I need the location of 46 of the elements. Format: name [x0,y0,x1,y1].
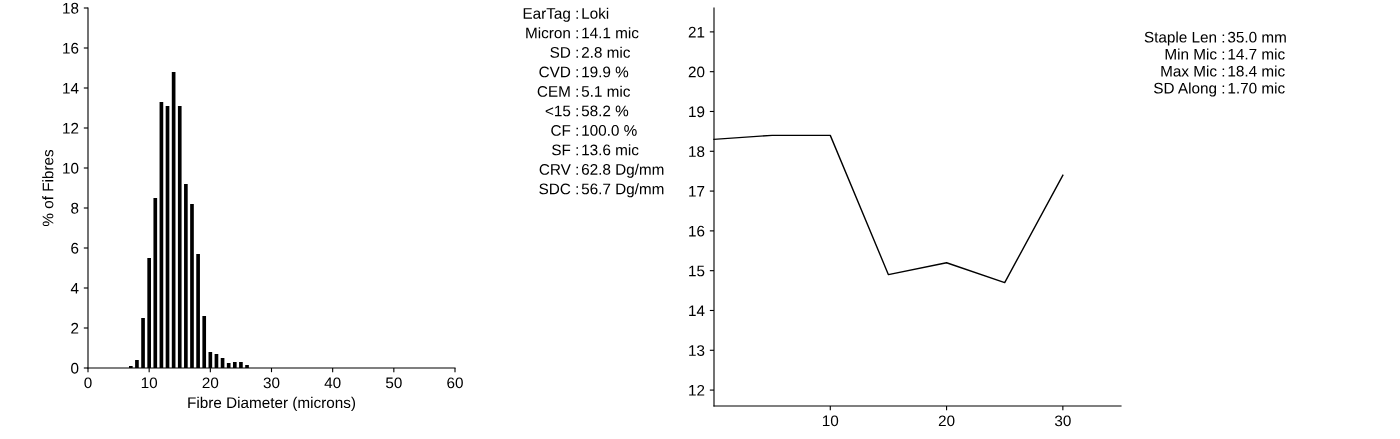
y-tick-label: 10 [63,162,79,174]
text: SDC : 56.7 Dg/mm [539,183,664,198]
x-tick-label: 10 [822,415,839,427]
text: EarTag : Loki [523,7,609,22]
y-tick-label: 16 [63,42,79,54]
text: SD : 2.8 mic [550,46,631,58]
y-tick-label: 12 [689,384,705,396]
y-tick-label: 14 [63,83,79,94]
y-tick-label: 8 [71,202,79,214]
x-tick-label: 30 [1054,415,1071,427]
y-tick-label: 18 [689,146,705,157]
y-tick-label: 14 [689,305,705,317]
y-tick-label: 19 [689,106,705,118]
y-axis-title: % of Fibres [42,149,54,227]
y-tick-label: 15 [689,265,705,277]
y-tick-label: 4 [70,283,79,294]
text: Micron : 14.1 mic [526,27,639,39]
y-tick-label: 0 [71,362,79,374]
x-tick-label: 50 [385,377,402,389]
x-tick-label: 60 [447,377,463,389]
y-tick-label: 2 [71,322,79,334]
y-tick-label: 16 [689,225,705,237]
x-tick-label: 30 [263,377,280,389]
y-tick-label: 18 [63,2,79,14]
text: CRV : 62.8 Dg/mm [539,163,664,178]
y-tick-label: 13 [689,345,705,356]
text: CVD : 19.9 % [539,66,629,78]
text: Staple Len : 35.0 mm [1144,31,1286,46]
text: CF : 100.0 % [551,125,637,136]
y-tick-label: 21 [688,26,705,38]
text: Max Mic : 18.4 mic [1161,65,1285,77]
text: <15 : 58.2 % [545,105,629,117]
text: CEM : 5.1 mic [537,85,631,97]
y-tick-label: 6 [71,242,79,254]
x-tick-label: 20 [938,415,955,427]
x-tick-label: 10 [141,377,158,389]
y-tick-label: 12 [63,122,79,134]
y-tick-label: 20 [688,66,705,78]
x-tick-label: 40 [324,377,341,389]
text: Min Mic : 14.7 mic [1165,48,1285,60]
x-tick-label: 0 [84,377,92,389]
text: SD Along : 1.70 mic [1154,82,1285,97]
y-tick-label: 17 [689,186,705,197]
x-tick-label: 20 [202,377,219,389]
x-axis-title: Fibre Diameter (microns) [188,396,356,412]
text: SF : 13.6 mic [552,144,639,156]
